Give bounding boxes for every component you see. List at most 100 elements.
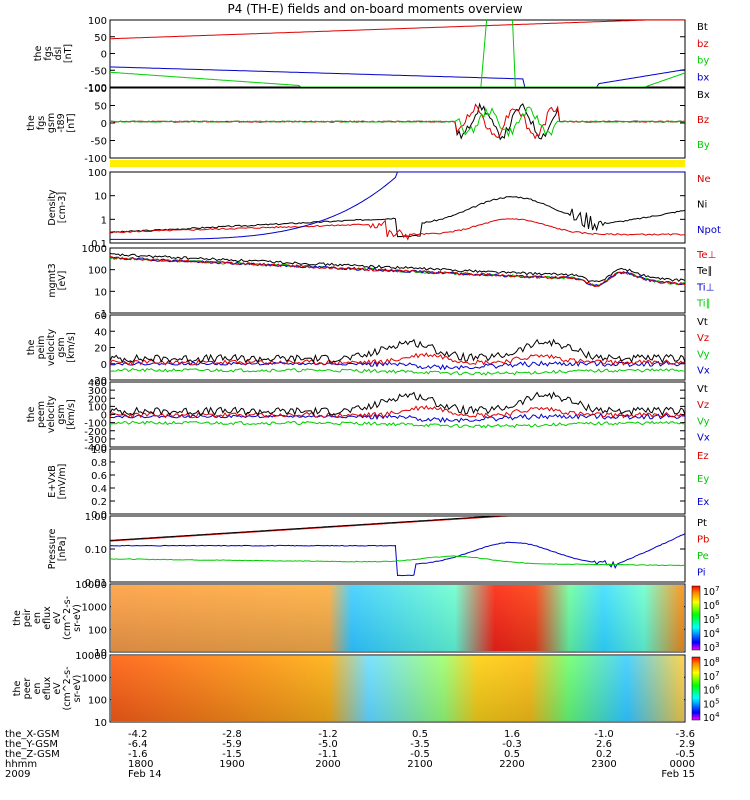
- y-label-line: en: [32, 612, 43, 624]
- colorbar-label: 106: [703, 599, 720, 612]
- legend-by: by: [697, 56, 709, 67]
- y-label-line: the: [12, 610, 23, 626]
- x-tick-label: -0.5: [410, 749, 430, 760]
- panel-data: [110, 391, 685, 429]
- x-axis-labels: the_X-GSMthe_Y-GSMthe_Z-GSMhhmm2009-4.2-…: [5, 729, 695, 780]
- orbit-bar: [110, 160, 685, 167]
- panel-data: [110, 252, 685, 288]
- x-tick-label: 2200: [499, 759, 524, 770]
- panel-data: [110, 338, 685, 376]
- y-axis-label: Density [cm-3]: [47, 189, 68, 225]
- y-label-line: Density: [47, 189, 58, 225]
- y-tick-label: -200: [84, 427, 107, 438]
- y-label-line: [nPa]: [57, 537, 68, 562]
- y-tick-label: 200: [88, 394, 107, 405]
- legend-Bt: Bt: [697, 22, 708, 33]
- colorbar-label: 106: [703, 684, 720, 697]
- y-label-line: gsm: [56, 337, 67, 357]
- colorbar-label: 105: [703, 697, 720, 710]
- legend-Vt: Vt: [697, 384, 708, 395]
- y-tick-label: 100: [88, 84, 107, 95]
- y-axis-label: the fgs gsm -t89 [nT]: [26, 113, 77, 133]
- y-tick-label: 40: [94, 327, 107, 338]
- x-tick-label: -6.4: [128, 739, 148, 750]
- y-tick-label: 100: [88, 696, 107, 707]
- y-axis-label: the peim velocity gsm [km/s]: [26, 329, 77, 367]
- series-bx: [110, 66, 685, 87]
- y-axis-label: mgmt3 [eV]: [47, 263, 68, 297]
- y-label-line: peem: [36, 401, 47, 428]
- y-axis-label: the peir en eflux eV (cm^2-s-sr-eV): [12, 596, 83, 640]
- y-label-line: the: [26, 115, 37, 131]
- legend-Pi: Pi: [697, 567, 706, 578]
- y-label-line: the: [33, 46, 44, 62]
- x-tick-label: 2300: [591, 759, 616, 770]
- y-label-line: velocity: [46, 329, 57, 367]
- x-tick-label: -4.2: [128, 729, 148, 740]
- x-tick-label: 0000: [670, 759, 695, 770]
- x-tick-label: -5.9: [222, 739, 242, 750]
- legend-Vy: Vy: [697, 416, 710, 427]
- x-row-label: hhmm: [5, 759, 37, 770]
- series-by-spike: [480, 20, 516, 87]
- colorbar-label: 104: [703, 627, 720, 640]
- y-tick-label: 100: [88, 402, 107, 413]
- panel-data: [111, 585, 684, 651]
- legend-Bx: Bx: [697, 90, 710, 101]
- panel-temperature: 1000 100 10 1 mgmt3 [eV] Te⊥ Te∥ Ti⊥ Ti∥: [47, 244, 716, 320]
- y-tick-label: 300: [88, 386, 107, 397]
- y-tick-label: 0.8: [91, 458, 107, 469]
- panel-frame: [109, 381, 686, 448]
- series-Pt: [110, 516, 685, 541]
- x-tick-label: 0.5: [412, 729, 428, 740]
- series-Pe: [110, 555, 685, 567]
- x-tick-label: -5.0: [318, 739, 338, 750]
- y-tick-label: -50: [91, 137, 107, 148]
- y-tick-label: 1000: [82, 603, 107, 614]
- series-Vx: [110, 360, 685, 371]
- y-tick-label: 100: [88, 168, 107, 179]
- panel-frame: [109, 654, 686, 723]
- y-axis-label: the fgs dsl [nT]: [33, 44, 74, 63]
- y-tick-label: 1: [101, 309, 107, 320]
- panel-data: [110, 20, 685, 87]
- series-By: [110, 106, 685, 138]
- legend-Ne: Ne: [697, 174, 711, 185]
- legend-Vy: Vy: [697, 349, 710, 360]
- y-tick-label: 1: [101, 215, 107, 226]
- x-tick-label: -1.0: [594, 729, 614, 740]
- y-axis-label: E+VxB [mV/m]: [47, 464, 68, 500]
- y-tick-label: -50: [91, 66, 107, 77]
- y-tick-label: 0.01: [85, 578, 107, 589]
- date-end: Feb 15: [661, 769, 695, 780]
- panel-frame: [109, 247, 686, 314]
- legend-Vz: Vz: [697, 333, 709, 344]
- y-label-line: gsm: [46, 113, 57, 133]
- legend-Vz: Vz: [697, 400, 709, 411]
- y-label-line: the: [26, 340, 37, 356]
- y-label-line: eflux: [42, 606, 53, 630]
- y-label-line: en: [32, 683, 43, 695]
- legend-Ex: Ex: [697, 497, 709, 508]
- y-tick-label: 0: [101, 411, 107, 422]
- y-tick-label: 10: [94, 287, 107, 298]
- colorbar-label: 107: [703, 670, 720, 683]
- series-by: [110, 71, 685, 87]
- y-tick-label: -300: [84, 435, 107, 446]
- colorbar-label: 105: [703, 613, 720, 626]
- y-label-line: (cm^2-s-: [62, 596, 73, 640]
- colorbar-label: 104: [703, 711, 720, 724]
- y-tick-label: 0: [101, 360, 107, 371]
- y-tick-label: 10: [94, 648, 107, 659]
- colorbar: [691, 585, 701, 651]
- chart-title: P4 (TH-E) fields and on-board moments ov…: [227, 2, 522, 16]
- x-tick-label: 1.6: [504, 729, 520, 740]
- y-tick-label: 0: [101, 50, 107, 61]
- y-tick-label: 1.0: [91, 445, 107, 456]
- x-tick-label: -1.5: [222, 749, 242, 760]
- colorbar-label: 107: [703, 585, 720, 598]
- series-Ni: [110, 196, 685, 238]
- y-label-line: the: [12, 681, 23, 697]
- series-Te⊥: [110, 256, 685, 288]
- y-tick-label: 10: [94, 192, 107, 203]
